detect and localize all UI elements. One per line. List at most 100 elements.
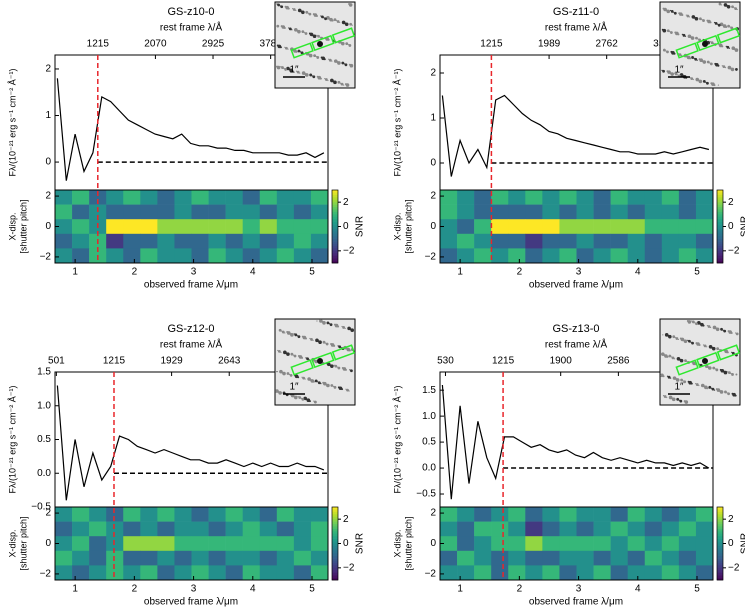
y-axis-label: Fλ/(10⁻²¹ erg s⁻¹ cm⁻² Å⁻¹) <box>7 385 17 493</box>
snr-cell <box>627 507 646 522</box>
snr-cell <box>174 219 192 235</box>
snr-y-tick-label: 2 <box>45 191 51 202</box>
inset-speck <box>308 400 311 403</box>
snr-cell <box>293 219 312 235</box>
inset-speck <box>712 366 716 370</box>
colorbar-step <box>717 250 723 254</box>
colorbar-step <box>332 519 338 522</box>
inset-speck <box>717 64 720 67</box>
inset-speck <box>705 81 707 83</box>
snr-cell <box>208 565 226 581</box>
snr-cell <box>491 521 509 537</box>
inset-speck <box>707 366 712 370</box>
inset-speck <box>707 325 711 328</box>
inset-speck <box>673 72 676 74</box>
slitlet <box>675 359 699 376</box>
colorbar-step <box>717 541 723 544</box>
snr-cell <box>174 521 192 537</box>
slitlets <box>675 344 741 376</box>
snr-cell <box>55 248 73 264</box>
snr-cell <box>89 507 107 522</box>
colorbar-step <box>332 533 338 537</box>
inset-speck <box>667 375 671 379</box>
snr-cell <box>276 536 295 552</box>
inset-speck <box>285 46 288 50</box>
snr-cell <box>276 190 295 205</box>
snr-cell <box>661 507 680 522</box>
x-tick-label: 5 <box>694 584 700 595</box>
inset-speck <box>297 49 301 53</box>
colorbar-step <box>332 194 338 198</box>
colorbar-step <box>332 509 338 513</box>
snr-cell <box>208 219 226 235</box>
inset-speck <box>717 23 721 27</box>
snr-cell <box>259 507 278 522</box>
y-tick-label: 1.5 <box>37 367 51 378</box>
colorbar-step <box>717 511 723 515</box>
snr-cell <box>310 204 329 220</box>
snr-cell <box>661 219 680 235</box>
inset-speck <box>299 72 301 74</box>
snr-cell <box>72 204 90 220</box>
inset-speck <box>725 26 728 29</box>
inset-speck <box>727 24 730 28</box>
snr-cell <box>610 190 628 205</box>
inset-speck <box>295 9 297 12</box>
snr-cell <box>508 204 526 220</box>
inset-speck <box>733 7 735 9</box>
colorbar-step <box>717 224 723 227</box>
colorbar-step <box>332 511 338 515</box>
top-tick-label: 530 <box>437 356 454 367</box>
inset-speck <box>726 45 730 49</box>
inset-speck <box>671 356 675 360</box>
inset-speck <box>301 376 303 378</box>
inset-speck <box>698 17 702 21</box>
colorbar-step <box>332 224 338 227</box>
inset-speck <box>692 78 694 81</box>
snr-cell <box>191 550 209 566</box>
slitlet <box>331 27 356 44</box>
inset-speck <box>291 29 293 31</box>
inset-speck <box>681 14 684 17</box>
inset-speck <box>694 16 699 21</box>
colorbar-step <box>717 572 723 576</box>
inset-speck <box>344 327 346 329</box>
inset-speck <box>706 325 709 327</box>
snr-cell <box>276 233 295 249</box>
inset-speck <box>673 11 675 13</box>
snr-cell <box>440 550 458 566</box>
inset-speck <box>343 63 345 65</box>
inset-speck <box>666 50 669 54</box>
inset-speck <box>677 74 679 76</box>
snr-y-label: [shutter pitch] <box>403 199 413 253</box>
inset-speck <box>730 26 734 30</box>
inset-speck <box>666 355 669 358</box>
y-tick-label: 1 <box>430 113 436 124</box>
snr-cell <box>644 507 663 522</box>
inset-speck <box>672 335 676 339</box>
inset-speck <box>713 389 716 391</box>
snr-cell <box>225 190 243 205</box>
snr-cell <box>610 204 628 220</box>
snr-cell <box>491 219 509 235</box>
colorbar-step <box>332 228 338 232</box>
colorbar-step <box>717 545 723 549</box>
inset-source <box>317 41 323 47</box>
snr-cell <box>559 190 577 205</box>
colorbar-step <box>332 577 338 581</box>
inset-source <box>702 41 708 47</box>
colorbar-step <box>332 211 338 215</box>
snr-cell <box>610 233 628 249</box>
snr-cell <box>191 190 209 205</box>
snr-cell <box>293 233 312 249</box>
top-tick-label: 2070 <box>144 39 167 50</box>
snr-cell <box>72 219 90 235</box>
inset-speck <box>662 395 665 397</box>
inset-speck <box>342 326 345 329</box>
y-tick-label: 0 <box>430 158 436 169</box>
inset-speck <box>344 22 349 27</box>
top-axis-label: rest frame λ/Å <box>160 21 223 34</box>
snr-cell <box>140 204 158 220</box>
x-tick-label: 2 <box>517 584 523 595</box>
snr-cell <box>310 219 329 235</box>
